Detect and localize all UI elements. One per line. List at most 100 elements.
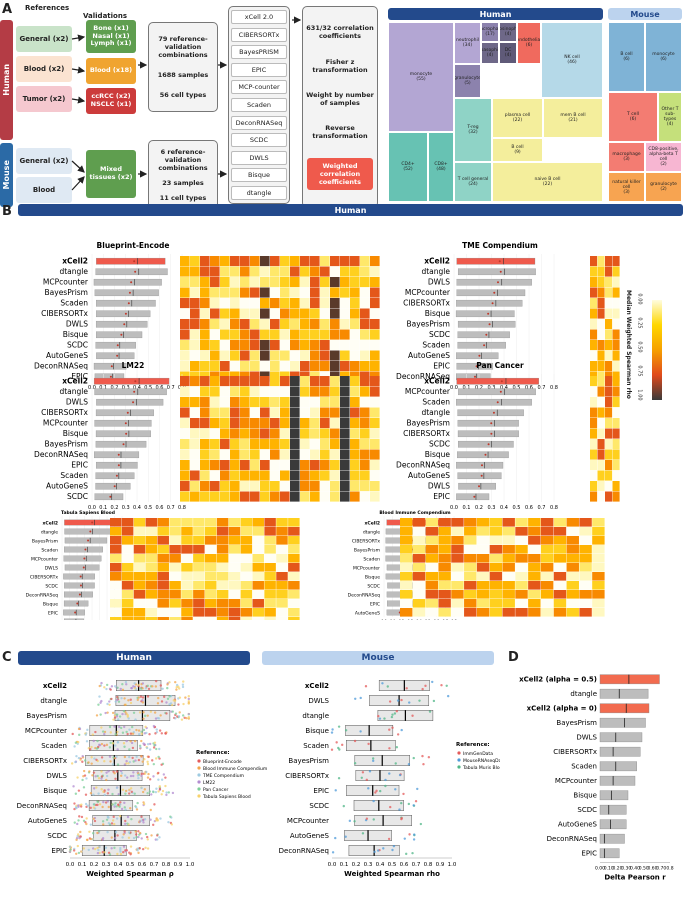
heatmap-cell xyxy=(250,376,260,387)
delta-bar xyxy=(599,761,637,772)
method-label: DeconRNASeq xyxy=(348,592,381,598)
mean-dot xyxy=(124,312,127,315)
heatmap-cell xyxy=(110,608,122,617)
heatmap-cell xyxy=(210,470,220,481)
heatmap-cell xyxy=(612,340,620,351)
heatmap-cell xyxy=(193,536,205,545)
method-label: SCDC xyxy=(67,492,88,501)
heatmap-cell xyxy=(240,386,250,397)
panel-label-c: C xyxy=(2,650,12,665)
data-point xyxy=(134,718,137,721)
heatmap-cell xyxy=(260,470,270,481)
heatmap-cell xyxy=(515,599,528,608)
treemap-cell: plasma cell (22) xyxy=(492,98,543,138)
treemap-cell-label: eosinophil xyxy=(499,27,517,32)
heatmap-cell xyxy=(370,287,380,298)
x-axis-label: Weighted Spearman ρ xyxy=(86,870,174,878)
heatmap-cell xyxy=(193,617,205,620)
heatmap-cell xyxy=(200,340,210,351)
heatmap-cell xyxy=(590,470,598,481)
human-legend-label: Pan Cancer xyxy=(203,787,229,793)
heatmap-cell xyxy=(451,545,464,554)
heatmap-cell xyxy=(169,518,181,527)
heatmap-cell xyxy=(528,590,541,599)
heatmap-cell xyxy=(276,518,288,527)
data-point xyxy=(74,741,78,744)
heatmap-cell xyxy=(200,287,210,298)
heatmap-cell xyxy=(280,449,290,460)
data-point xyxy=(155,817,158,820)
heatmap-cell xyxy=(121,545,134,554)
data-point xyxy=(140,786,143,790)
heatmap-cell xyxy=(476,554,490,563)
heatmap-cell xyxy=(240,481,250,492)
heatmap-cell xyxy=(370,397,380,408)
data-point xyxy=(158,785,162,788)
heatmap-cell xyxy=(240,298,250,309)
data-point xyxy=(418,699,421,702)
mean-dot xyxy=(488,323,491,326)
method-label: AutoGeneS xyxy=(355,610,380,616)
heatmap-cell xyxy=(592,518,605,527)
heatmap-cell xyxy=(270,386,280,397)
score-bar xyxy=(95,320,148,328)
data-point xyxy=(376,849,380,852)
heatmap-cell xyxy=(240,590,253,599)
heatmap-cell xyxy=(240,581,253,590)
heatmap-cell xyxy=(230,266,240,277)
heatmap-cell xyxy=(250,277,260,288)
treemap-cell-count: (48) xyxy=(436,167,446,172)
heatmap-cell xyxy=(157,581,169,590)
heatmap-cell xyxy=(412,527,426,536)
data-point xyxy=(116,748,119,751)
method-label: SCDC xyxy=(429,439,450,448)
data-point xyxy=(136,698,139,702)
mouse-ref-general: General (x2) xyxy=(16,148,72,174)
data-point xyxy=(141,790,145,794)
data-point xyxy=(135,806,138,809)
heatmap-cell xyxy=(216,608,229,617)
heatmap-cell xyxy=(515,590,528,599)
data-point xyxy=(187,697,190,701)
heatmap-cell xyxy=(412,581,426,590)
data-point xyxy=(387,837,391,841)
data-point xyxy=(421,687,424,691)
data-point xyxy=(154,757,158,760)
method-label: SCDC xyxy=(45,583,58,589)
heatmap-cell xyxy=(190,491,200,502)
heatmap-cell xyxy=(200,256,210,267)
pipeline-weight: Weight by number of samples xyxy=(306,90,374,107)
heatmap-cell xyxy=(250,449,260,460)
heatmap-cell xyxy=(566,536,579,545)
heatmap-cell xyxy=(515,563,528,572)
heatmap-cell xyxy=(370,277,380,288)
data-point xyxy=(153,741,157,744)
data-point xyxy=(113,685,117,688)
heatmap-cell xyxy=(230,350,240,361)
method-label: EPIC xyxy=(71,372,88,381)
data-point xyxy=(122,845,126,848)
data-point xyxy=(161,687,164,690)
heatmap-cell xyxy=(230,460,240,471)
method-item: CIBERSORTx xyxy=(231,27,287,42)
heatmap-cell xyxy=(250,287,260,298)
data-point xyxy=(157,771,160,775)
heatmap-cell xyxy=(260,361,270,372)
heatmap-cell xyxy=(205,563,217,572)
data-point xyxy=(75,838,78,842)
heatmap-cell xyxy=(157,590,169,599)
data-point xyxy=(105,774,109,778)
data-point xyxy=(97,777,101,780)
heatmap-cell xyxy=(220,256,230,267)
data-point xyxy=(154,819,158,822)
heatmap-cell xyxy=(590,319,598,330)
data-point xyxy=(133,687,137,690)
data-point xyxy=(97,830,101,833)
data-point xyxy=(105,683,109,687)
heatmap-cell xyxy=(370,319,380,330)
data-point xyxy=(395,746,399,749)
data-point xyxy=(145,746,149,750)
data-point xyxy=(330,748,334,751)
data-point xyxy=(161,789,165,793)
heatmap-cell xyxy=(276,563,288,572)
